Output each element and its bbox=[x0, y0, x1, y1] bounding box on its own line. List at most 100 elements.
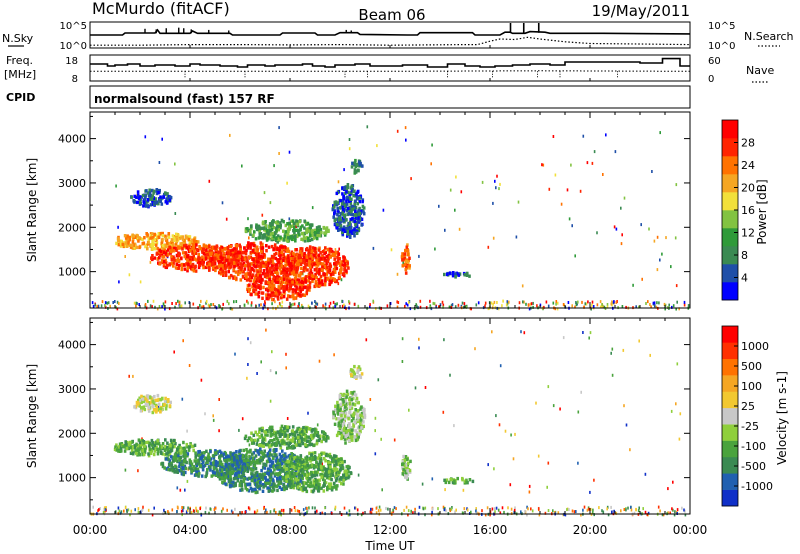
echo-cell bbox=[250, 262, 253, 266]
echo-cell bbox=[148, 191, 152, 195]
ground-cell bbox=[260, 303, 262, 307]
echo-cell bbox=[262, 226, 266, 230]
echo-cell bbox=[204, 255, 207, 259]
scatter-cell bbox=[408, 408, 410, 412]
echo-cell bbox=[124, 440, 127, 444]
echo-cell bbox=[177, 469, 181, 473]
echo-cell bbox=[233, 265, 236, 269]
echo-cell bbox=[358, 206, 361, 211]
ground-cell bbox=[177, 299, 179, 303]
echo-cell bbox=[342, 478, 345, 483]
ground-cell bbox=[652, 301, 655, 305]
echo-cell bbox=[266, 295, 270, 299]
echo-cell bbox=[295, 466, 299, 470]
echo-cell bbox=[319, 274, 323, 279]
echo-cell bbox=[300, 284, 304, 288]
echo-cell bbox=[192, 465, 196, 469]
echo-cell bbox=[135, 195, 138, 199]
echo-cell bbox=[331, 207, 335, 212]
echo-cell bbox=[290, 237, 294, 242]
echo-cell bbox=[178, 461, 182, 466]
echo-cell bbox=[311, 279, 314, 283]
echo-cell bbox=[123, 449, 127, 453]
echo-cell bbox=[138, 236, 141, 240]
echo-cell bbox=[206, 455, 210, 459]
echo-cell bbox=[253, 478, 257, 483]
ground-cell bbox=[484, 304, 486, 308]
echo-cell bbox=[272, 463, 275, 467]
echo-cell bbox=[235, 246, 238, 251]
ground-cell bbox=[492, 302, 494, 306]
echo-cell bbox=[266, 452, 270, 456]
scatter-cell bbox=[318, 359, 321, 363]
echo-cell bbox=[323, 479, 326, 483]
echo-cell bbox=[194, 451, 197, 455]
echo-cell bbox=[308, 226, 312, 231]
scatter-cell bbox=[568, 217, 571, 221]
echo-cell bbox=[333, 200, 337, 205]
echo-cell bbox=[157, 235, 161, 239]
echo-cell bbox=[255, 254, 259, 259]
echo-cell bbox=[290, 224, 293, 228]
echo-cell bbox=[334, 221, 338, 226]
echo-cell bbox=[148, 188, 151, 192]
echo-cell bbox=[174, 442, 177, 446]
echo-cell bbox=[221, 264, 224, 268]
echo-cell bbox=[279, 291, 282, 296]
echo-cell bbox=[236, 479, 240, 483]
echo-cell bbox=[136, 236, 139, 241]
echo-cell bbox=[235, 464, 238, 469]
echo-cell bbox=[325, 255, 328, 259]
echo-cell bbox=[269, 224, 273, 228]
echo-cell bbox=[189, 260, 192, 264]
echo-cell bbox=[343, 215, 346, 219]
echo-cell bbox=[153, 202, 157, 206]
ground-cell bbox=[601, 305, 603, 309]
scatter-cell bbox=[256, 372, 258, 375]
scatter-cell bbox=[670, 409, 673, 413]
echo-cell bbox=[164, 244, 168, 249]
echo-cell bbox=[238, 243, 241, 247]
echo-cell bbox=[240, 460, 243, 464]
ground-cell bbox=[523, 300, 525, 304]
echo-cell bbox=[301, 441, 305, 446]
echo-cell bbox=[279, 446, 283, 450]
echo-cell bbox=[193, 236, 197, 240]
echo-cell bbox=[309, 481, 313, 485]
echo-cell bbox=[338, 227, 342, 232]
echo-cell bbox=[290, 479, 294, 483]
echo-cell bbox=[232, 468, 236, 473]
echo-cell bbox=[318, 454, 321, 458]
ground-cell bbox=[433, 302, 436, 306]
ground-cell bbox=[210, 303, 212, 307]
noise-panel: N.Sky 10^5 10^0 10^5 10^0 N.Search bbox=[2, 21, 794, 52]
echo-cell bbox=[220, 468, 224, 472]
ground-cell bbox=[315, 305, 317, 309]
echo-cell bbox=[249, 255, 253, 259]
echo-cell bbox=[224, 482, 228, 486]
echo-cell bbox=[273, 270, 277, 274]
echo-cell bbox=[343, 186, 346, 190]
echo-cell bbox=[299, 260, 303, 265]
echo-cell bbox=[254, 490, 258, 495]
scatter-cell bbox=[546, 485, 548, 489]
echo-cell bbox=[243, 267, 247, 271]
scatter-cell bbox=[321, 462, 323, 466]
echo-cell bbox=[199, 457, 203, 461]
ground-cell bbox=[396, 300, 398, 304]
echo-cell bbox=[324, 439, 328, 443]
scatter-cell bbox=[124, 255, 126, 258]
echo-cell bbox=[166, 446, 169, 450]
echo-cell bbox=[225, 258, 228, 262]
echo-cell bbox=[192, 254, 195, 258]
scatter-cell bbox=[176, 486, 179, 490]
echo-cell bbox=[337, 252, 341, 256]
power-colorbar-label: Power [dB] bbox=[755, 179, 769, 244]
colorbar-segment bbox=[722, 138, 738, 157]
echo-cell bbox=[318, 486, 322, 491]
echo-cell bbox=[270, 222, 273, 226]
echo-cell bbox=[212, 456, 216, 460]
echo-cell bbox=[196, 260, 200, 264]
echo-cell bbox=[131, 449, 134, 453]
scatter-cell bbox=[614, 150, 617, 154]
